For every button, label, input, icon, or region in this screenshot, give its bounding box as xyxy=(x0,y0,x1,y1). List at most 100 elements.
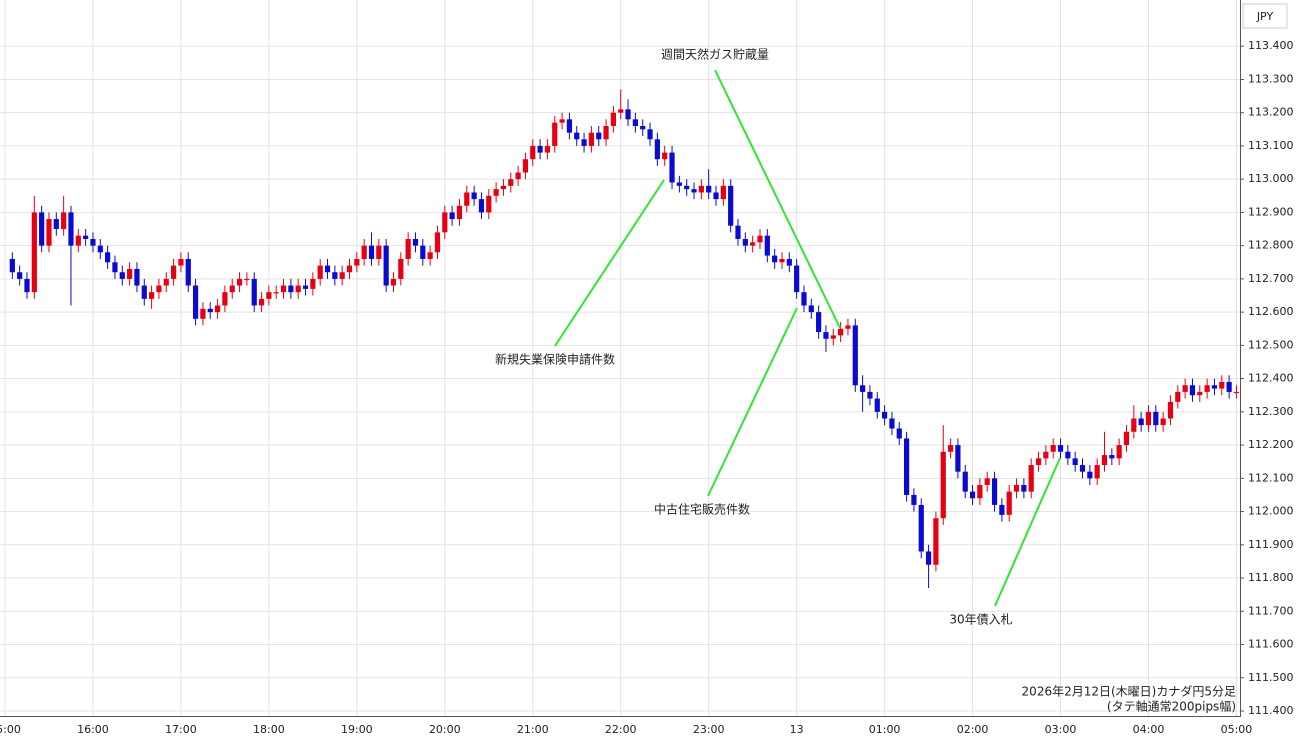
candle-body xyxy=(786,258,792,266)
y-tick-label: 113.000 xyxy=(1248,172,1294,185)
candle-body xyxy=(845,325,851,329)
candle-body xyxy=(398,258,404,279)
candle-body xyxy=(852,325,858,386)
candle-body xyxy=(266,292,272,299)
candle-body xyxy=(808,305,814,313)
candle-body xyxy=(625,109,631,120)
candle-body xyxy=(647,129,653,140)
candle-body xyxy=(1006,491,1012,515)
candle-body xyxy=(493,189,499,196)
candle-body xyxy=(860,385,866,392)
annotation: 週間天然ガス貯蔵量 xyxy=(661,47,769,62)
candle-body xyxy=(991,478,998,505)
y-tick-label: 112.600 xyxy=(1248,305,1294,318)
candle-body xyxy=(684,185,690,190)
candle-body xyxy=(735,225,741,239)
currency-box xyxy=(1242,3,1288,29)
candle-body xyxy=(302,285,309,289)
candle-body xyxy=(947,445,954,452)
candle-body xyxy=(471,192,477,200)
candle-body xyxy=(1116,445,1122,459)
candle-body xyxy=(354,258,360,266)
candle-body xyxy=(442,212,448,233)
candle-body xyxy=(882,411,888,419)
x-tick-label: 20:00 xyxy=(429,723,461,736)
candle-body xyxy=(662,152,668,160)
candle-body xyxy=(449,212,455,220)
annotation: 30年債入札 xyxy=(949,612,1012,627)
candle-body xyxy=(17,272,23,279)
candle-body xyxy=(105,252,111,263)
annotation-line xyxy=(714,69,841,329)
candle-body xyxy=(903,438,910,495)
candle-body xyxy=(229,285,235,293)
candle-body xyxy=(1131,418,1137,432)
candle-body xyxy=(830,335,836,339)
y-tick-label: 112.500 xyxy=(1248,338,1294,351)
annotation: 中古住宅販売件数 xyxy=(654,502,750,517)
candle-body xyxy=(31,212,37,293)
candle-body xyxy=(1211,385,1218,389)
axis-panel xyxy=(1241,0,1300,745)
candle-body xyxy=(515,172,521,180)
candle-body xyxy=(823,332,829,339)
candle-body xyxy=(1182,385,1188,392)
candle-body xyxy=(588,132,594,146)
annotation-line xyxy=(994,457,1061,607)
candle-body xyxy=(68,212,74,246)
candle-body xyxy=(156,285,162,293)
candle-body xyxy=(1153,411,1159,426)
candle-body xyxy=(61,212,67,230)
candle-body xyxy=(346,265,353,273)
annotation-line xyxy=(554,179,665,347)
candle-body xyxy=(669,152,675,183)
candle-body xyxy=(610,112,616,126)
x-tick-label: 17:00 xyxy=(165,723,197,736)
x-tick-label: 22:00 xyxy=(605,723,637,736)
candle-body xyxy=(141,285,147,299)
candle-body xyxy=(918,504,924,552)
currency-label: JPY xyxy=(1256,10,1274,23)
x-tick-label: 19:00 xyxy=(341,723,373,736)
y-tick-label: 112.700 xyxy=(1248,272,1294,285)
annotation: 新規失業保険申請件数 xyxy=(495,352,615,367)
y-tick-label: 112.100 xyxy=(1248,471,1294,484)
candle-body xyxy=(896,428,902,439)
candle-body xyxy=(969,491,976,499)
candle-body xyxy=(750,242,756,246)
candle-body xyxy=(1021,484,1027,492)
candle-body xyxy=(698,185,704,193)
candle-body xyxy=(1065,451,1071,459)
y-tick-label: 112.900 xyxy=(1248,205,1294,218)
candle-body xyxy=(522,159,529,173)
candle-body xyxy=(207,308,213,313)
y-tick-label: 113.300 xyxy=(1248,72,1294,85)
candle-body xyxy=(984,478,990,485)
candle-body xyxy=(874,398,880,412)
candle-body xyxy=(405,238,411,259)
y-tick-label: 111.400 xyxy=(1248,704,1294,717)
candle-body xyxy=(940,451,946,519)
footnote: (タテ軸通常200pips幅) xyxy=(1107,699,1236,714)
candle-body xyxy=(955,445,961,472)
candle-body xyxy=(332,272,338,279)
candle-body xyxy=(192,285,199,319)
candle-body xyxy=(1226,381,1232,392)
y-tick-label: 113.100 xyxy=(1248,139,1294,152)
candle-body xyxy=(1160,418,1166,426)
candle-body xyxy=(603,125,609,140)
candle-body xyxy=(317,265,323,279)
candle-body xyxy=(1219,381,1225,389)
candle-body xyxy=(1101,455,1108,466)
candle-body xyxy=(1123,431,1130,446)
candle-body xyxy=(97,245,103,253)
candle-body xyxy=(757,235,763,243)
candle-body xyxy=(244,278,250,281)
y-tick-label: 111.900 xyxy=(1248,538,1294,551)
candle-body xyxy=(185,258,191,286)
candle-body xyxy=(764,235,770,256)
candle-body xyxy=(1167,401,1174,419)
candle-body xyxy=(508,179,514,186)
y-tick-label: 112.200 xyxy=(1248,438,1294,451)
